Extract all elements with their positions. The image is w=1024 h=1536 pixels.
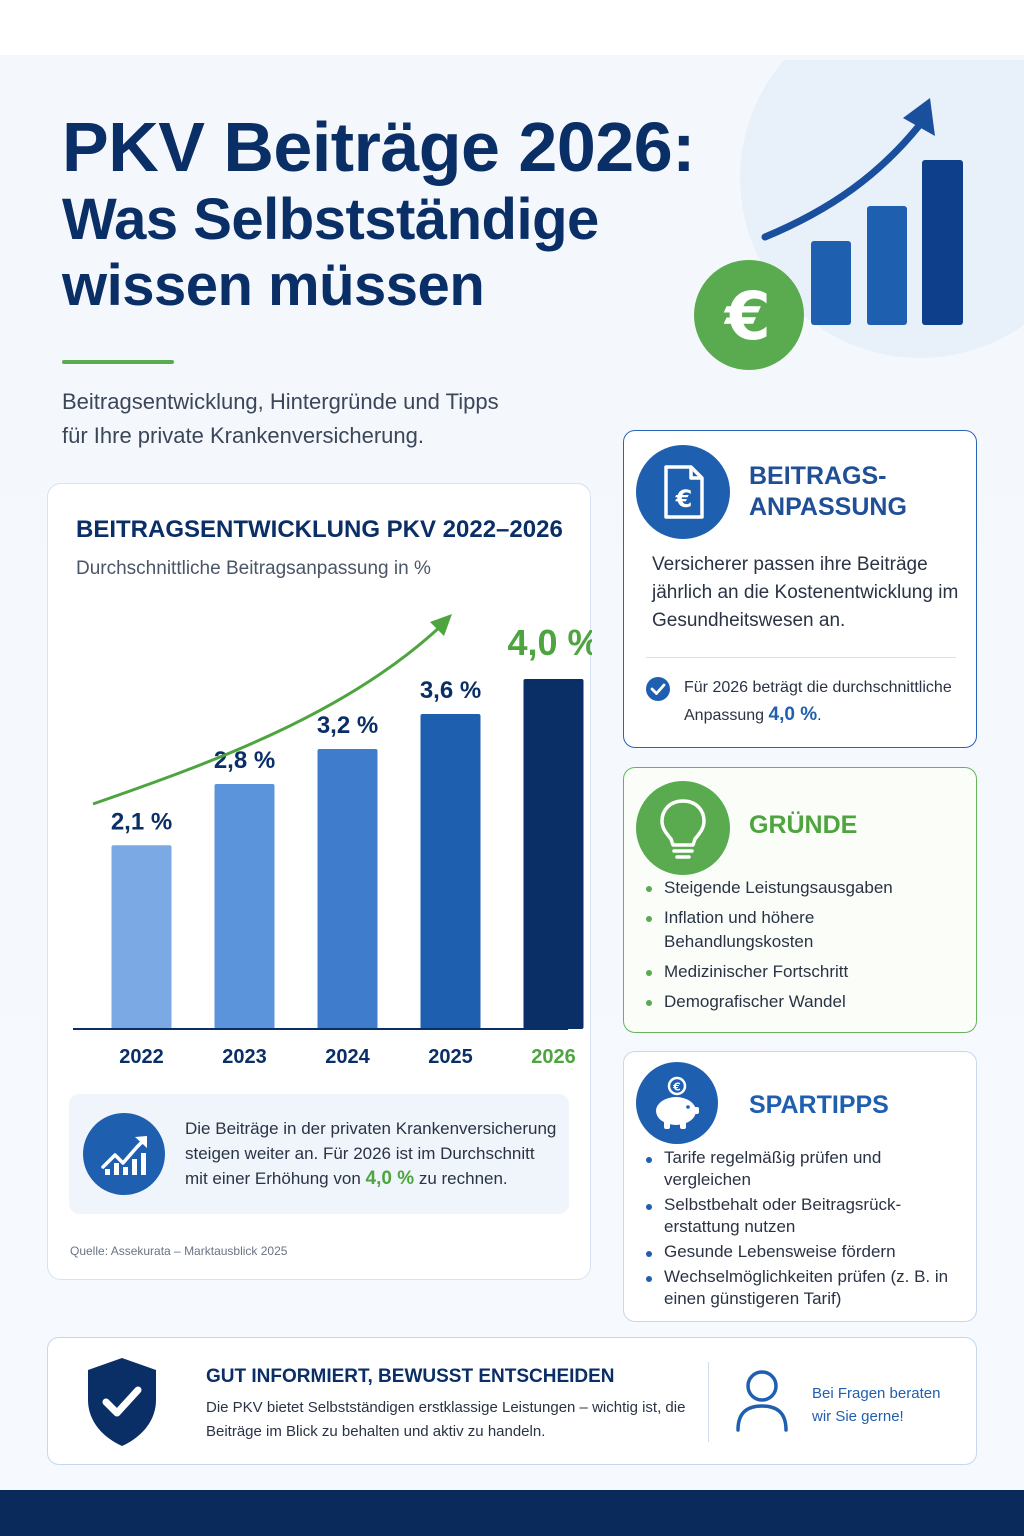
illustration-bar-3 [922,160,963,325]
chart-note: Die Beiträge in der privaten Krankenvers… [69,1094,569,1214]
list-item: Demografischer Wandel [646,990,966,1014]
chart-tick-label: 2024 [325,1046,370,1068]
title-divider [62,360,174,364]
chart-data-label: 3,2 % [317,712,378,739]
contact-text: Bei Fragen beraten wir Sie gerne! [812,1385,941,1425]
shield-check-icon [88,1358,156,1446]
person-icon [736,1370,788,1432]
illustration-arrow-head [903,98,935,136]
bar-chart: 2,1 % 2022 2,8 % 2023 3,2 % 2024 3,6 % 2025 4,0 … [73,614,592,1068]
chart-tick-label: 2025 [428,1046,473,1068]
card-reasons: GRÜNDE Steigende Leistungsausgaben Infla… [623,767,977,1033]
card-tips-heading: SPARTIPPS [749,1091,889,1119]
card-adjustment-body: Versicherer passen ihre Beiträge jährlic… [652,554,959,631]
info-banner: GUT INFORMIERT, BEWUSST ENTSCHEIDEN Die … [47,1337,977,1465]
footnote-highlight: 4,0 % [768,704,818,725]
list-item: Wechselmöglichkeiten prüfen (z. B. in ei… [646,1266,966,1310]
chart-trend-icon [83,1113,165,1195]
card-premium-adjustment: € BEITRAGS- ANPASSUNG Versicherer passen… [623,430,977,748]
chart-bar-2024 [317,749,378,1029]
banner-heading: GUT INFORMIERT, BEWUSST ENTSCHEIDEN [206,1366,615,1387]
chart-trend-arrow-head [430,614,452,636]
lightbulb-icon [636,781,730,875]
chart-bar-2022 [111,845,172,1029]
document-euro-icon: € [636,445,730,539]
list-item: Medizinischer Fortschritt [646,960,966,984]
footnote-after: . [817,707,822,724]
card-reasons-heading: GRÜNDE [749,811,858,839]
reasons-list: Steigende Leistungsausgaben Inflation un… [646,876,966,1020]
subtitle-line-1: Beitragsentwicklung, Hintergründe und Ti… [62,389,499,414]
title-line-2: Was Selbstständige [62,187,599,253]
card-divider [646,657,956,658]
chart-card: BEITRAGSENTWICKLUNG PKV 2022–2026 Durchs… [47,483,592,1280]
tips-list: Tarife regelmäßig prüfen und vergleichen… [646,1147,966,1313]
note-text-after: zu rechnen. [414,1169,508,1188]
chart-bar-2026 [523,679,584,1029]
list-item: Steigende Leistungsausgaben [646,876,966,900]
title-line-3: wissen müssen [62,252,485,318]
piggy-bank-icon: € [636,1062,718,1144]
subtitle-line-2: für Ihre private Krankenversicherung. [62,423,424,448]
chart-tick-label: 2022 [119,1046,164,1068]
illustration-trend-arrow [761,118,926,241]
page-title: PKV Beiträge 2026: Was Selbstständige wi… [62,108,762,318]
illustration-bar-1 [811,241,851,325]
card-saving-tips: € SPARTIPPS Tarife regelmäßig prüfen und… [623,1051,977,1322]
adjustment-heading-line-1: BEITRAGS- [749,462,887,490]
chart-tick-label: 2023 [222,1046,267,1068]
list-item: Gesunde Lebensweise fördern [646,1241,966,1263]
chart-bar-2023 [214,784,275,1029]
title-line-1: PKV Beiträge 2026: [62,108,695,186]
banner-text: Die PKV bietet Selbstständigen erstklass… [206,1399,686,1440]
adjustment-heading-line-2: ANPASSUNG [749,493,907,521]
list-item: Selbstbehalt oder Beitragsrück-erstattun… [646,1194,966,1238]
chart-data-label: 4,0 % [507,622,592,663]
page-subtitle: Beitragsentwicklung, Hintergründe und Ti… [62,385,582,453]
list-item: Inflation und höhere Behandlungskosten [646,906,966,954]
chart-data-label: 3,6 % [420,677,481,704]
chart-trend-arrow [92,622,445,806]
chart-source: Quelle: Assekurata – Marktausblick 2025 [70,1244,288,1258]
footnote-before: Für 2026 beträgt die durchschnittliche A… [684,679,952,724]
banner-divider [708,1362,709,1442]
card-adjustment-heading: BEITRAGS- ANPASSUNG [749,461,959,523]
footer-bar [0,1490,1024,1536]
chart-subtitle: Durchschnittliche Beitragsanpassung in % [76,558,431,579]
growth-illustration: € [694,60,1024,370]
chart-data-label: 2,1 % [111,808,172,835]
euro-symbol: € [723,278,771,355]
note-highlight: 4,0 % [365,1168,415,1189]
chart-tick-label: 2026 [531,1046,576,1068]
chart-note-text: Die Beiträge in der privaten Krankenvers… [185,1116,559,1191]
note-text-before: Die Beiträge in der privaten Krankenvers… [185,1119,557,1188]
coin-symbol: € [672,1081,681,1094]
card-adjustment-footnote: Für 2026 beträgt die durchschnittliche A… [684,674,966,729]
chart-data-label: 2,8 % [214,747,275,774]
illustration-bar-2 [867,206,907,325]
chart-title: BEITRAGSENTWICKLUNG PKV 2022–2026 [76,516,563,543]
checkmark-icon [646,677,670,701]
svg-text:€: € [675,485,693,513]
chart-bar-2025 [420,714,481,1029]
list-item: Tarife regelmäßig prüfen und vergleichen [646,1147,966,1191]
euro-coin-icon [694,260,804,370]
